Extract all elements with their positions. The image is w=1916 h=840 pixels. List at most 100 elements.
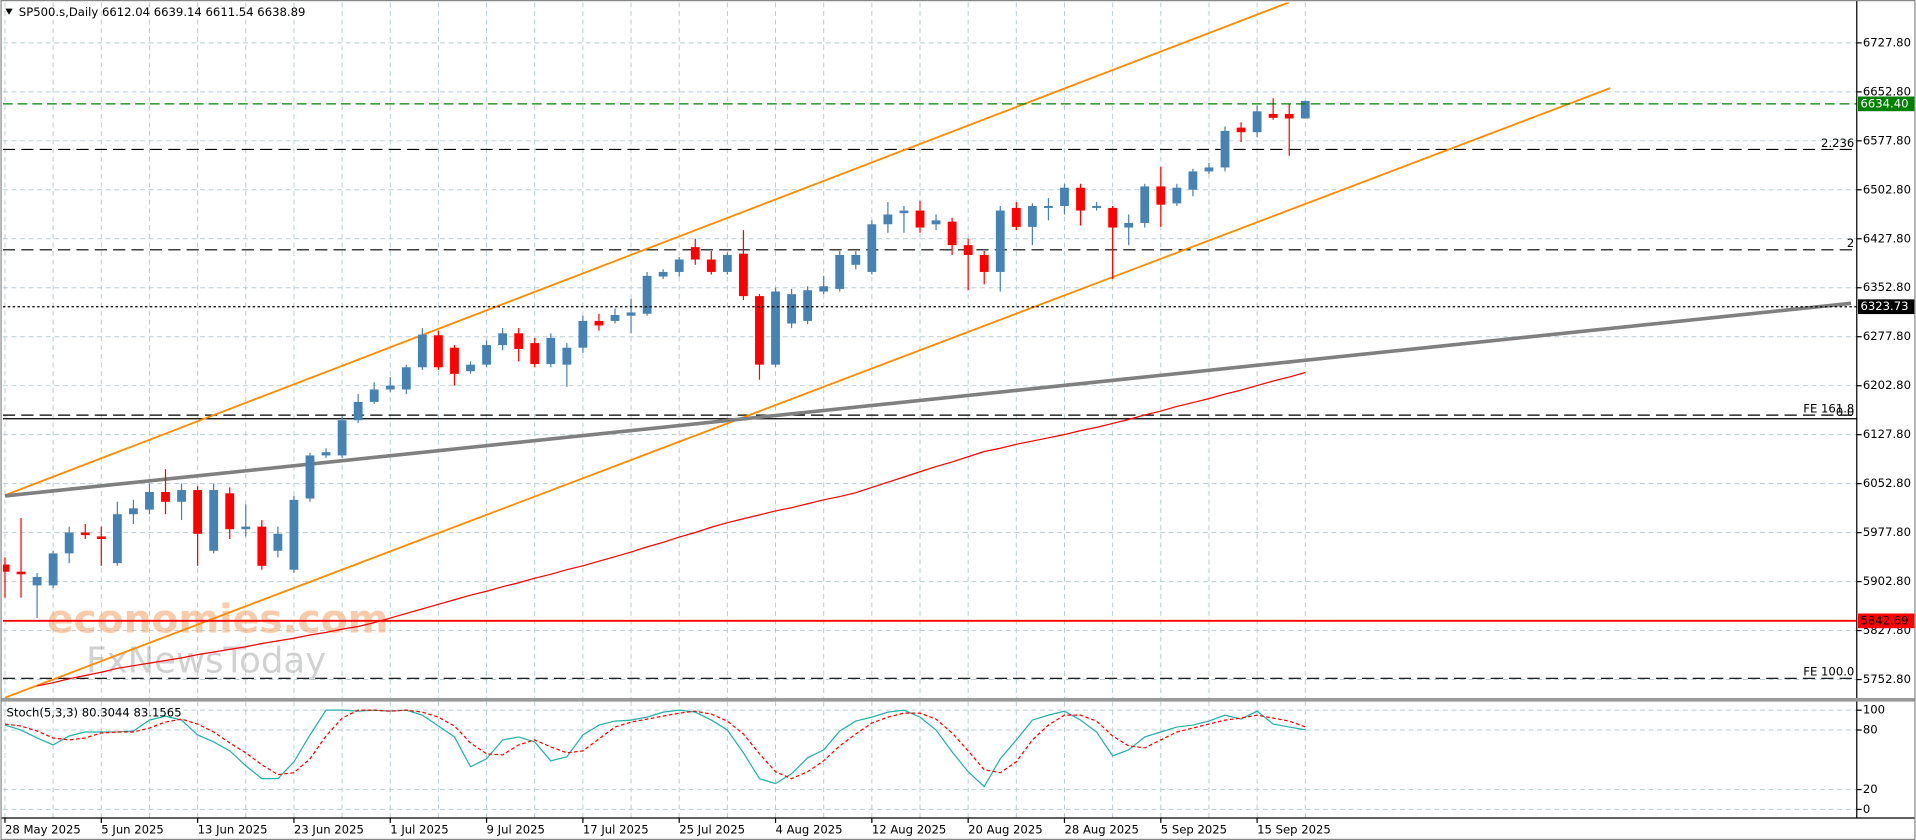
- candle-body: [193, 490, 203, 534]
- x-tick-label: 20 Aug 2025: [968, 823, 1042, 837]
- candle-body: [80, 532, 90, 536]
- y-tick-label: 6577.80: [1863, 133, 1911, 147]
- stoch-line: [4, 709, 1306, 780]
- stoch-line: [4, 709, 1306, 788]
- price-panel: 2.236 2 FE 161.80.0 FE 100.0: [2, 2, 1857, 698]
- candle-body: [1156, 186, 1166, 205]
- open-readout: 6612.04: [102, 5, 150, 19]
- high-readout: 6639.14: [154, 5, 202, 19]
- candle-body: [161, 492, 170, 502]
- candle-body: [995, 210, 1005, 272]
- candle-body: [530, 343, 540, 365]
- candle-body: [305, 455, 315, 499]
- y-tick-label: 6352.80: [1863, 280, 1911, 294]
- x-tick-label: 12 Aug 2025: [872, 823, 946, 837]
- d-readout: 83.1565: [134, 705, 182, 719]
- candle-body: [803, 290, 813, 321]
- y-tick-label: 6502.80: [1863, 182, 1911, 196]
- candle-body: [225, 493, 235, 530]
- menu-arrow[interactable]: [5, 8, 13, 15]
- candle-body: [722, 254, 732, 272]
- candle-body: [1284, 113, 1294, 119]
- y-tick-label: 5752.80: [1863, 672, 1911, 686]
- price-label-box: [1858, 613, 1915, 629]
- y-tick-label: 6202.80: [1863, 378, 1911, 392]
- price-label: 6634.40: [1860, 96, 1908, 110]
- close-readout: 6638.89: [257, 5, 305, 19]
- x-tick-label: 15 Sep 2025: [1257, 823, 1331, 837]
- candle-body: [1300, 100, 1310, 119]
- price-label: 6323.73: [1860, 299, 1908, 313]
- candle-body: [739, 253, 748, 297]
- watermark-text: FxNewsToday: [86, 640, 326, 681]
- candle-body: [289, 499, 299, 570]
- candle-body: [466, 364, 475, 372]
- y-tick-label: 100: [1863, 703, 1885, 717]
- candle-body: [1188, 171, 1198, 190]
- trend-line: [4, 2, 1290, 497]
- fib-level-label: 2.236: [1821, 136, 1854, 150]
- x-tick-label: 13 Jun 2025: [198, 823, 268, 837]
- x-tick-label: 28 Aug 2025: [1064, 823, 1138, 837]
- fib-level-label: FE 100.0: [1803, 665, 1854, 679]
- candle-body: [417, 334, 427, 368]
- candle-body: [819, 286, 829, 292]
- candle-body: [787, 294, 796, 324]
- x-tick-label: 28 May 2025: [5, 823, 81, 837]
- candle-body: [1252, 111, 1262, 133]
- candle-body: [1268, 113, 1278, 118]
- price-label: 5842.69: [1860, 613, 1908, 627]
- k-readout: 80.3044: [82, 705, 130, 719]
- candle-body: [610, 315, 620, 321]
- candle-body: [835, 254, 845, 289]
- x-tick-label: 25 Jul 2025: [679, 823, 745, 837]
- candle-body: [674, 259, 684, 272]
- candle-body: [755, 296, 764, 365]
- candle-body: [321, 452, 331, 456]
- y-tick-label: 5902.80: [1863, 574, 1911, 588]
- candle-body: [1140, 186, 1150, 223]
- candle-body: [771, 291, 780, 365]
- candle-body: [48, 553, 58, 586]
- candle-body: [450, 347, 459, 374]
- y-tick-label: 20: [1863, 782, 1878, 796]
- candle-body: [1044, 205, 1053, 208]
- candle-body: [1204, 167, 1214, 172]
- y-tick-label: 6727.80: [1863, 35, 1911, 49]
- fib-level-label: 0.0: [1836, 405, 1854, 419]
- candle-body: [1060, 187, 1069, 206]
- candle-body: [915, 210, 925, 228]
- candle-body: [867, 224, 877, 272]
- candle-body: [883, 214, 893, 225]
- candle-body: [514, 333, 524, 349]
- x-tick-label: 5 Jun 2025: [101, 823, 164, 837]
- candle-body: [1092, 205, 1101, 208]
- candle-body: [273, 533, 283, 551]
- candle-body: [369, 389, 379, 402]
- candle-body: [64, 532, 74, 554]
- candle-body: [947, 221, 957, 246]
- x-tick-label: 23 Jun 2025: [294, 823, 364, 837]
- x-tick-label: 1 Jul 2025: [390, 823, 448, 837]
- stoch-panel: [4, 709, 1306, 788]
- moving-average: [36, 371, 1306, 687]
- candle-body: [1076, 187, 1085, 211]
- candle-body: [257, 526, 267, 566]
- candle-body: [353, 401, 363, 421]
- candle-body: [2, 564, 10, 572]
- stoch-title: Stoch(5,3,3): [7, 705, 78, 719]
- watermark: economies.com FxNewsToday: [47, 598, 388, 682]
- candle-body: [979, 254, 989, 272]
- candle-body: [658, 271, 668, 277]
- y-tick-label: 6277.80: [1863, 329, 1911, 343]
- candle-body: [931, 220, 941, 225]
- candle-body: [1236, 127, 1246, 133]
- candle-body: [241, 526, 251, 530]
- x-tick-label: 17 Jul 2025: [583, 823, 649, 837]
- candle-body: [1027, 205, 1037, 227]
